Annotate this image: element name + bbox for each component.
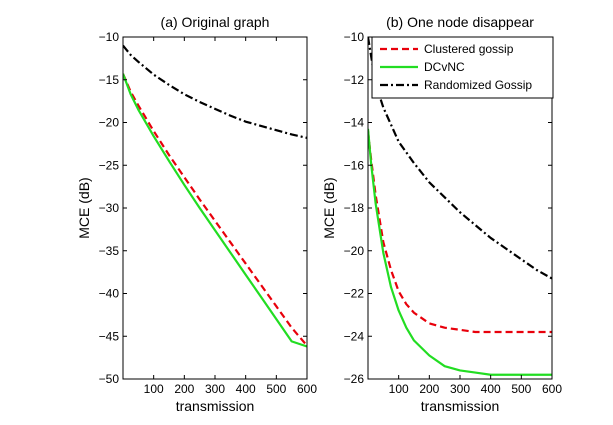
y-tick-label: −45: [99, 329, 120, 343]
chart-title: (a) Original graph: [161, 14, 270, 30]
x-tick-label: 300: [205, 382, 225, 396]
x-tick-label: 400: [236, 382, 256, 396]
series-line-clustered-gossip: [368, 130, 552, 334]
y-axis-label: MCE (dB): [76, 177, 92, 238]
x-tick-label: 500: [511, 382, 531, 396]
y-tick-label: −10: [99, 30, 120, 44]
series-group: [123, 44, 307, 348]
x-tick-label: 200: [174, 382, 194, 396]
series-line-dcvnc: [368, 128, 552, 376]
series-line-randomized-gossip: [368, 37, 552, 280]
x-tick-label: 400: [481, 382, 501, 396]
y-tick-label: −30: [99, 201, 120, 215]
x-tick-label: 100: [389, 382, 409, 396]
x-tick-label: 600: [542, 382, 562, 396]
y-tick-label: −10: [344, 30, 365, 44]
x-tick-label: 100: [144, 382, 164, 396]
series-line-clustered-gossip: [123, 73, 307, 347]
y-tick-label: −26: [344, 372, 365, 386]
y-tick-label: −16: [344, 158, 365, 172]
y-tick-label: −22: [344, 287, 365, 301]
plot-area: [123, 37, 307, 379]
y-tick-label: −35: [99, 244, 120, 258]
x-tick-label: 600: [297, 382, 317, 396]
series-group: [368, 37, 552, 376]
y-tick-label: −25: [99, 158, 120, 172]
y-axis-label: MCE (dB): [321, 177, 337, 238]
legend: Clustered gossip DCvNC Randomized Gossip: [371, 36, 554, 99]
y-tick-label: −14: [344, 116, 365, 130]
x-axis-label: transmission: [421, 398, 500, 414]
x-tick-label: 500: [266, 382, 286, 396]
y-tick-label: −40: [99, 287, 120, 301]
legend-entry-dcvnc: DCvNC: [424, 60, 465, 74]
x-axis-label: transmission: [176, 398, 255, 414]
y-tick-label: −50: [99, 372, 120, 386]
y-tick-label: −20: [99, 116, 120, 130]
panel-one-node-disappear: −10 −12 −14 −16 −18 −20 −22 −24 −26 100 200 300 400 5…: [321, 14, 562, 414]
y-tick-label: −20: [344, 244, 365, 258]
x-tick-label: 200: [419, 382, 439, 396]
y-tick-label: −15: [99, 73, 120, 87]
legend-entry-randomized-gossip: Randomized Gossip: [424, 78, 532, 92]
x-tick-label: 300: [450, 382, 470, 396]
y-tick-label: −18: [344, 201, 365, 215]
y-tick-label: −24: [344, 329, 365, 343]
series-line-dcvnc: [123, 73, 307, 348]
y-tick-label: −12: [344, 73, 365, 87]
chart-title: (b) One node disappear: [386, 14, 534, 30]
panel-original-graph: −10 −15 −20 −25 −30 −35 −40 −45 −50 100 200 300 400 5…: [76, 14, 317, 414]
legend-entry-clustered-gossip: Clustered gossip: [424, 42, 514, 56]
